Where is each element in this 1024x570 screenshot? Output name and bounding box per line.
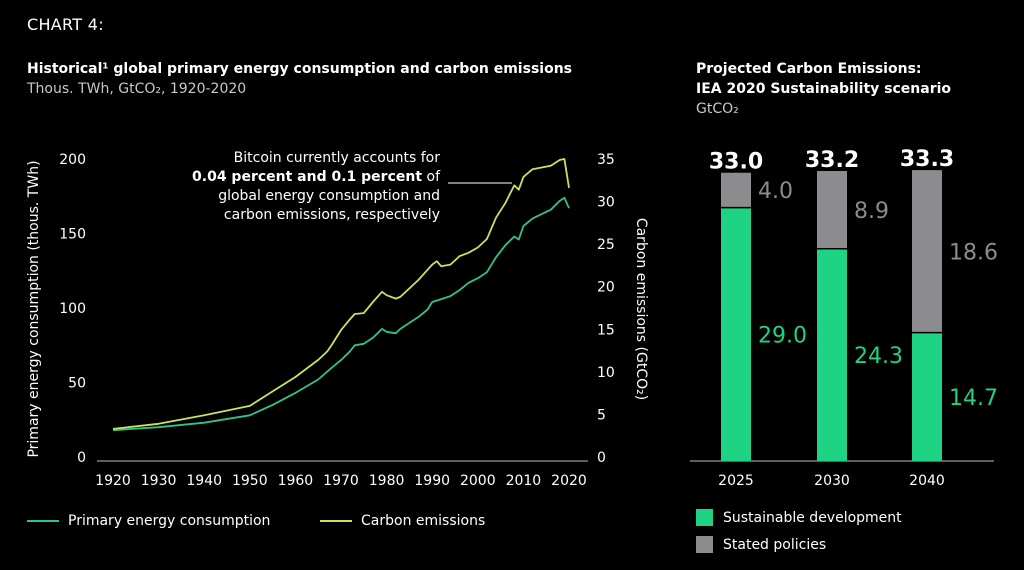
legend-carbon: Carbon emissions	[320, 513, 485, 529]
bar-category-label: 2030	[814, 473, 850, 489]
bar-sustainable-value-label: 14.7	[949, 386, 998, 411]
right-y-tick-label: 5	[597, 407, 606, 423]
right-y-tick-label: 25	[597, 237, 615, 253]
annotation-line-2-tail: of	[422, 169, 441, 185]
right-axis-title: Carbon emissions (GtCO₂)	[633, 218, 649, 400]
annotation-bold: 0.04 percent and 0.1 percent	[192, 169, 422, 185]
x-tick-label: 1940	[186, 473, 222, 489]
bar-total-label: 33.2	[805, 148, 859, 173]
right-y-tick-label: 0	[597, 450, 606, 466]
carbon-emissions-line	[112, 158, 570, 430]
bar-total-label: 33.3	[900, 147, 954, 172]
annotation-line-4: carbon emissions, respectively	[224, 207, 440, 223]
right-y-tick-label: 30	[597, 195, 615, 211]
bar-category-label: 2040	[909, 473, 945, 489]
right-chart-title-line1: Projected Carbon Emissions:	[696, 61, 922, 77]
legend-sustainable-swatch	[696, 509, 713, 526]
legend-carbon-label: Carbon emissions	[361, 513, 486, 529]
x-tick-label: 1980	[369, 473, 405, 489]
legend-energy-label: Primary energy consumption	[68, 513, 271, 529]
bar-stated-2040	[912, 170, 942, 333]
x-tick-label: 2010	[506, 473, 542, 489]
bar-stated-2030	[817, 170, 847, 249]
right-y-tick-label: 15	[597, 322, 615, 338]
legend-sustainable-label: Sustainable development	[723, 509, 902, 526]
right-y-tick-label: 20	[597, 280, 615, 296]
x-tick-label: 1970	[323, 473, 359, 489]
right-y-tick-label: 35	[597, 152, 615, 168]
left-y-tick-label: 100	[59, 301, 86, 317]
line-chart: Primary energy consumption (thous. TWh) …	[26, 150, 649, 489]
bar-sustainable-value-label: 29.0	[758, 323, 807, 348]
left-y-tick-label: 50	[68, 376, 86, 392]
annotation-line-3: global energy consumption and	[218, 188, 440, 204]
bar-sustainable-2040	[912, 332, 942, 461]
bar-sustainable-2025	[721, 207, 751, 461]
legend-sustainable: Sustainable development	[696, 509, 902, 526]
legend-energy: Primary energy consumption	[27, 513, 270, 529]
annotation-line-2: 0.04 percent and 0.1 percent of	[192, 169, 441, 185]
left-y-tick-label: 0	[77, 450, 86, 466]
right-chart-title-line2: IEA 2020 Sustainability scenario	[696, 81, 952, 97]
legend-stated: Stated policies	[696, 536, 826, 553]
bar-stated-value-label: 8.9	[854, 199, 889, 224]
bar-sustainable-value-label: 24.3	[854, 344, 903, 369]
annotation-line-1: Bitcoin currently accounts for	[234, 150, 441, 166]
bar-sustainable-2030	[817, 248, 847, 461]
x-tick-label: 2000	[460, 473, 496, 489]
chart-number-label: CHART 4:	[27, 15, 104, 34]
x-tick-label: 1950	[232, 473, 268, 489]
legend-energy-swatch	[27, 520, 59, 522]
x-tick-label: 1960	[278, 473, 314, 489]
x-tick-label: 2020	[551, 473, 587, 489]
bar-chart: 33.0 4.0 29.0 2025 33.2 8.9 24.3 2030 33.3 18.6 14…	[690, 147, 998, 489]
legend-carbon-swatch	[320, 520, 352, 522]
left-y-tick-label: 150	[59, 227, 86, 243]
legend-stated-label: Stated policies	[723, 536, 827, 553]
bar-stated-value-label: 4.0	[758, 179, 793, 204]
left-chart-title: Historical¹ global primary energy consum…	[27, 61, 572, 77]
bar-total-label: 33.0	[709, 150, 763, 175]
right-chart-subtitle: GtCO₂	[696, 101, 739, 117]
primary-energy-line	[112, 196, 570, 432]
left-y-tick-label: 200	[59, 152, 86, 168]
x-tick-label: 1990	[414, 473, 450, 489]
bar-stated-value-label: 18.6	[949, 240, 998, 265]
legend-stated-swatch	[696, 536, 713, 553]
left-axis-title: Primary energy consumption (thous. TWh)	[26, 160, 42, 457]
x-tick-label: 1920	[95, 473, 131, 489]
x-tick-label: 1930	[141, 473, 177, 489]
bar-category-label: 2025	[718, 473, 754, 489]
right-y-tick-label: 10	[597, 365, 615, 381]
left-chart-subtitle: Thous. TWh, GtCO₂, 1920-2020	[27, 81, 247, 97]
bar-stated-2025	[721, 172, 751, 208]
